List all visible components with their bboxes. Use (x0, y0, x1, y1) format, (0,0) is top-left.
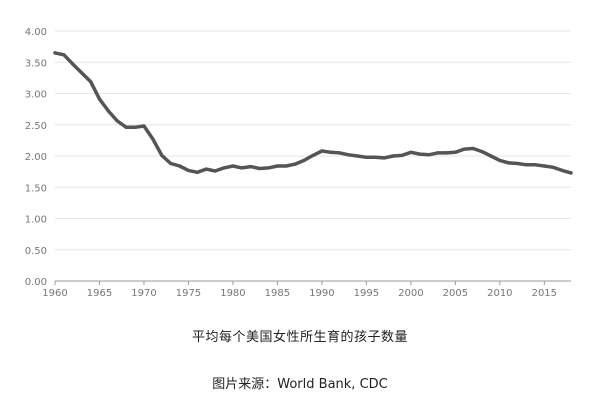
data-point (471, 146, 475, 151)
data-point (302, 158, 306, 162)
gridlines (55, 30, 571, 251)
data-point (195, 170, 199, 174)
data-point (400, 153, 404, 157)
data-point (364, 155, 368, 159)
data-point (133, 125, 137, 129)
x-tick-label: 1995 (354, 288, 379, 299)
data-point (80, 71, 84, 75)
data-point (347, 153, 351, 157)
x-tick-label: 2005 (443, 288, 468, 299)
x-tick-label: 2015 (532, 288, 557, 299)
data-point (222, 166, 226, 170)
y-tick-label: 1.00 (25, 215, 47, 226)
data-point (560, 168, 564, 172)
data-point (498, 158, 502, 162)
data-point (436, 151, 440, 155)
data-point (151, 137, 155, 141)
y-tick-label: 1.50 (25, 183, 47, 194)
data-point (320, 149, 324, 153)
data-point (516, 161, 520, 166)
data-point (409, 150, 413, 154)
series-layer (53, 51, 573, 175)
chart-caption-title: 平均每个美国女性所生育的孩子数量 (191, 330, 408, 345)
x-tick-label: 2010 (487, 288, 512, 299)
y-tick-label: 2.00 (25, 152, 47, 163)
data-point (427, 153, 431, 157)
data-point (489, 154, 493, 158)
data-point (533, 163, 538, 167)
data-point (329, 150, 333, 154)
data-point (89, 80, 93, 84)
y-tick-label: 4.00 (25, 27, 47, 38)
data-point (231, 164, 235, 168)
data-point (240, 166, 244, 170)
data-point (462, 147, 466, 151)
x-axis (54, 280, 571, 285)
data-point (53, 51, 57, 55)
data-point (284, 164, 288, 168)
y-tick-label: 3.50 (25, 58, 47, 69)
data-point (178, 164, 182, 168)
data-point (391, 154, 395, 158)
data-point (569, 171, 573, 175)
data-point (373, 155, 377, 159)
data-point (444, 151, 448, 155)
data-point (213, 169, 217, 173)
y-tick-label: 0.50 (25, 246, 47, 257)
y-tick-label: 3.00 (25, 90, 47, 101)
data-point (524, 163, 529, 167)
data-point (551, 165, 555, 169)
data-point (160, 153, 164, 157)
x-axis-tick-labels: 1960 1965 1970 1975 1980 1985 1990 1995 2000 2005… (42, 288, 557, 299)
data-point (97, 97, 102, 101)
data-point (204, 167, 208, 171)
data-point (62, 53, 66, 57)
chart-caption-source: 图片来源：World Bank, CDC (212, 377, 388, 392)
x-tick-label: 2000 (398, 288, 423, 299)
data-point (142, 124, 146, 128)
x-tick-label: 1975 (176, 288, 201, 299)
data-point (106, 109, 110, 113)
y-tick-label: 2.50 (25, 121, 47, 132)
data-point (275, 164, 279, 168)
x-tick-label: 1960 (42, 288, 67, 299)
data-point (115, 119, 119, 123)
data-point (124, 125, 128, 129)
x-tick-label: 1985 (265, 288, 290, 299)
data-point (71, 62, 75, 66)
y-tick-label: 0.00 (25, 277, 47, 288)
data-point (186, 168, 190, 172)
data-point (507, 161, 511, 165)
data-point (266, 166, 271, 170)
data-point (338, 151, 342, 155)
data-point (249, 165, 253, 169)
y-axis-tick-labels: 0.00 0.50 1.00 1.50 2.00 2.50 3.00 3.50 4.00 (25, 27, 47, 288)
x-tick-label: 1965 (87, 288, 112, 299)
x-tick-label: 1970 (131, 288, 156, 299)
data-point (293, 162, 297, 166)
data-point (169, 161, 173, 166)
data-point (480, 150, 484, 154)
line-chart: 0.00 0.50 1.00 1.50 2.00 2.50 3.00 3.50 4.00 196… (25, 27, 573, 299)
data-point (258, 166, 262, 171)
data-point (542, 164, 546, 168)
x-tick-label: 1990 (309, 288, 334, 299)
data-point (382, 156, 386, 160)
data-point (453, 150, 457, 154)
data-point (311, 153, 315, 157)
data-point (418, 152, 422, 156)
x-tick-label: 1980 (220, 288, 245, 299)
data-point (355, 154, 360, 158)
